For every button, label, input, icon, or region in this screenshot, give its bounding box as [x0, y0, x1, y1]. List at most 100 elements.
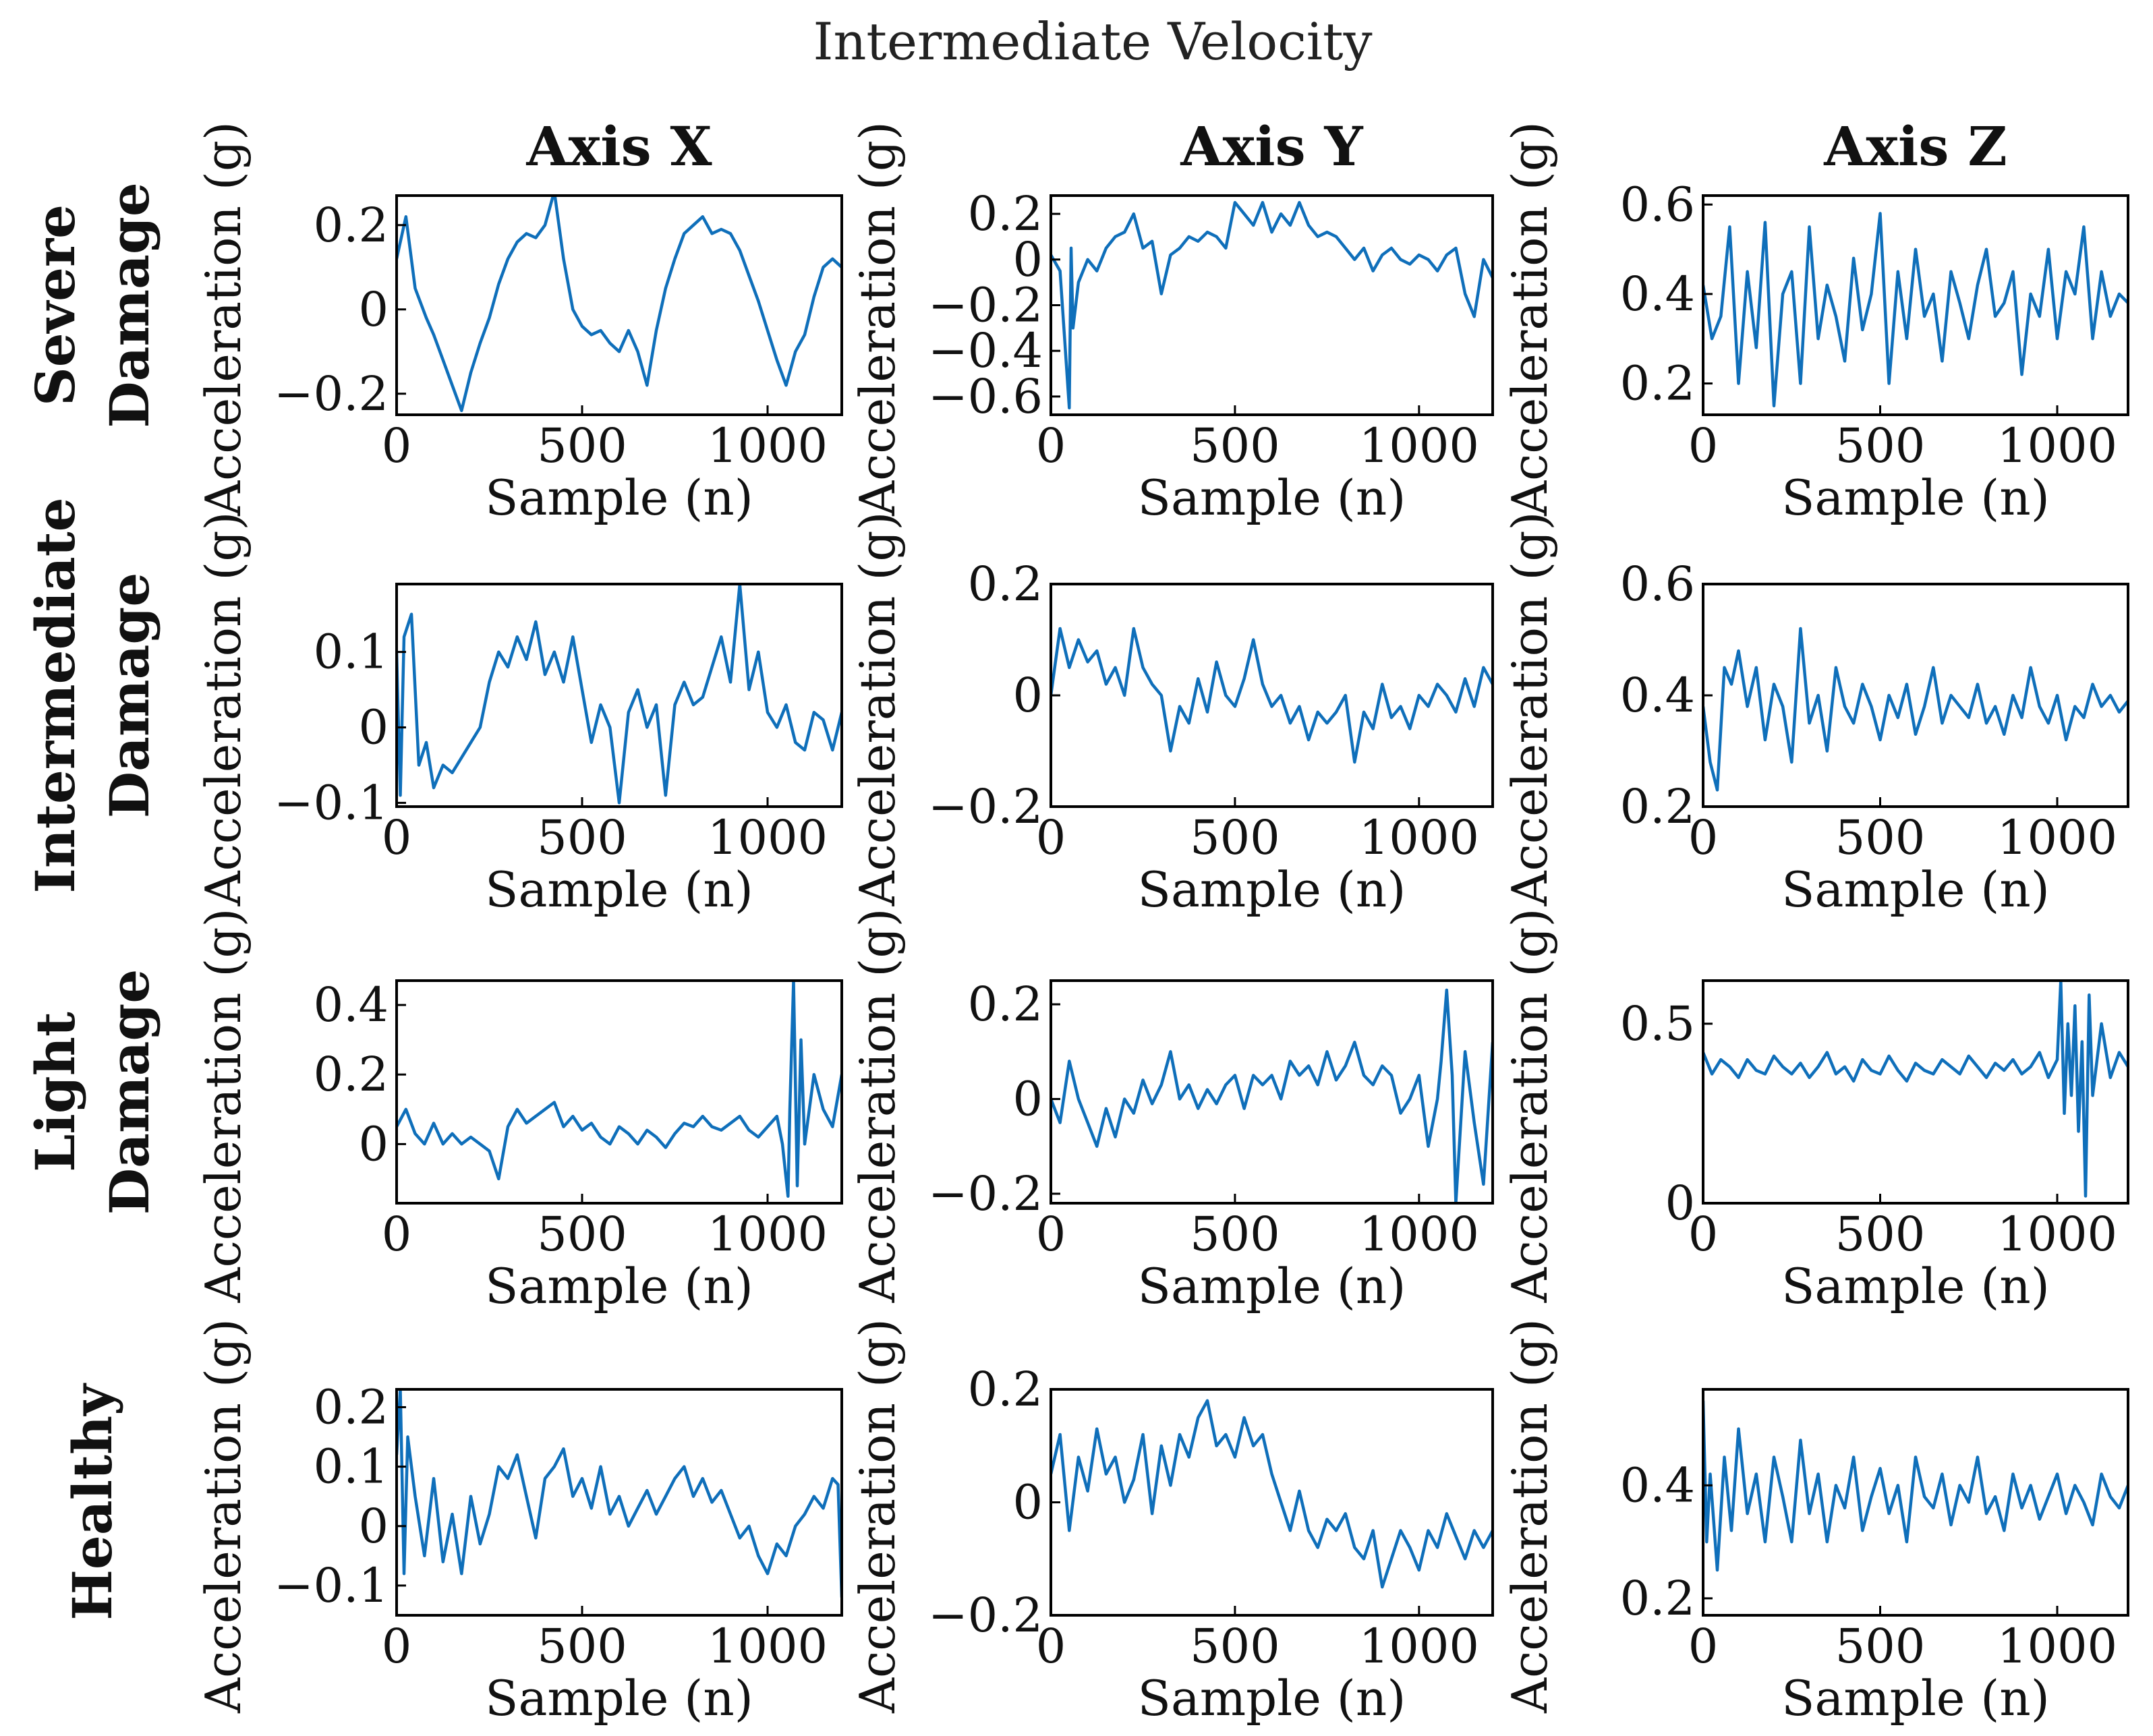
row-title-line: Intermediate: [24, 497, 87, 893]
y-tick-label: 0: [1665, 1176, 1695, 1231]
panel-0-2: 0 500 1000 0.2 0.4 0.6 Sample (n) Acceleration …: [1501, 121, 2129, 526]
x-tick-label: 500: [1190, 1207, 1280, 1262]
plot-frame: [1050, 979, 1494, 1205]
x-axis-label: Sample (n): [1781, 1670, 2050, 1727]
panel-2-0: 0 500 1000 0 0.2 0.4 Sample (n) Acceleration (g…: [195, 908, 843, 1314]
series-line: [397, 584, 842, 805]
x-tick-label: 500: [1835, 810, 1926, 865]
series-line: [1051, 988, 1493, 1203]
row-title: Light Damage: [24, 969, 161, 1215]
row-title-line: Severe: [24, 204, 87, 406]
x-tick-label: 500: [1835, 418, 1926, 473]
y-tick-label: −0.1: [274, 775, 389, 830]
x-tick-label: 1000: [1359, 810, 1479, 865]
y-axis-label: Acceleration (g): [1501, 121, 1558, 517]
x-axis-label: Sample (n): [485, 861, 753, 918]
x-tick-label: 0: [1036, 418, 1066, 473]
x-axis-label: Sample (n): [1138, 1670, 1406, 1727]
x-axis-label: Sample (n): [1781, 861, 2050, 918]
y-axis-label: Acceleration (g): [195, 1319, 252, 1714]
plot-frame: [395, 194, 843, 416]
column-titles: Axis X Axis Y Axis Z: [525, 115, 2007, 178]
series-line: [1051, 200, 1493, 410]
y-tick-label: 0.2: [968, 186, 1043, 241]
x-tick-label: 500: [537, 418, 627, 473]
series-line: [397, 981, 842, 1198]
x-tick-label: 500: [1835, 1207, 1926, 1262]
x-tick-label: 1000: [708, 1207, 828, 1262]
plot-frame: [1702, 979, 2129, 1205]
x-tick-label: 0: [382, 1207, 412, 1262]
y-axis-label: Acceleration (g): [849, 908, 906, 1303]
y-tick-label: −0.6: [928, 369, 1043, 424]
y-axis-label: Acceleration (g): [195, 511, 252, 906]
x-tick-label: 0: [382, 1619, 412, 1674]
x-tick-label: 0: [382, 810, 412, 865]
x-tick-label: 0: [1036, 1207, 1066, 1262]
series-line: [1051, 1399, 1493, 1589]
y-tick-label: 0: [1012, 1475, 1043, 1530]
x-tick-label: 1000: [1997, 1619, 2117, 1674]
y-axis-label: Acceleration (g): [1501, 1319, 1558, 1714]
y-tick-label: 0.1: [314, 1439, 389, 1495]
figure-title: Intermediate Velocity: [813, 11, 1372, 71]
plot-frame: [395, 1388, 843, 1617]
y-tick-label: −0.2: [928, 278, 1043, 333]
x-tick-label: 1000: [708, 1619, 828, 1674]
panel-2-2: 0 500 1000 0 0.5 Sample (n) Acceleration (g): [1501, 908, 2129, 1314]
x-tick-label: 1000: [708, 810, 828, 865]
panel-1-2: 0 500 1000 0.2 0.4 0.6 Sample (n) Acceleration …: [1501, 511, 2129, 918]
row-title-line: Damage: [98, 182, 161, 428]
row-titles: Severe Damage Intermediate Damage Light Damag…: [24, 182, 161, 1620]
row-title: Severe Damage: [24, 182, 161, 428]
x-tick-label: 1000: [1997, 1207, 2117, 1262]
y-tick-label: 0.2: [1620, 1571, 1695, 1626]
x-axis-label: Sample (n): [1781, 469, 2050, 526]
y-tick-label: 0.2: [1620, 356, 1695, 411]
y-axis-label: Acceleration (g): [849, 121, 906, 517]
series-line: [1703, 212, 2128, 407]
y-tick-label: 0.6: [1620, 177, 1695, 232]
y-axis-label: Acceleration (g): [195, 908, 252, 1303]
x-tick-label: 1000: [1359, 1619, 1479, 1674]
y-tick-label: −0.2: [274, 366, 389, 422]
series-line: [1051, 627, 1493, 764]
x-axis-label: Sample (n): [485, 1670, 753, 1727]
series-line: [1703, 627, 2128, 792]
x-tick-label: 500: [537, 810, 627, 865]
x-tick-label: 500: [1190, 1619, 1280, 1674]
plot-frame: [1702, 583, 2129, 808]
x-axis-label: Sample (n): [1138, 469, 1406, 526]
x-axis-label: Sample (n): [485, 469, 753, 526]
y-tick-label: 0.1: [314, 625, 389, 680]
y-tick-label: 0.2: [968, 1362, 1043, 1417]
y-tick-label: 0.6: [1620, 556, 1695, 612]
column-title: Axis X: [525, 115, 712, 178]
x-tick-label: 1000: [1359, 1207, 1479, 1262]
plot-frame: [1050, 1388, 1494, 1617]
y-tick-label: 0.4: [1620, 1457, 1695, 1513]
y-axis-label: Acceleration (g): [1501, 908, 1558, 1303]
y-tick-label: −0.4: [928, 323, 1043, 378]
y-tick-label: 0.4: [1620, 266, 1695, 322]
x-tick-label: 0: [1688, 1619, 1719, 1674]
y-tick-label: 0: [1012, 668, 1043, 723]
x-tick-label: 0: [1036, 1619, 1066, 1674]
y-tick-label: 0: [358, 1116, 389, 1171]
y-tick-label: 0.5: [1620, 996, 1695, 1051]
x-axis-label: Sample (n): [1138, 1258, 1406, 1314]
row-title-line: Light: [24, 1012, 87, 1172]
y-axis-label: Acceleration (g): [849, 1319, 906, 1714]
column-title: Axis Z: [1823, 115, 2007, 178]
row-title-line: Healthy: [61, 1383, 124, 1621]
plot-frame: [395, 583, 843, 808]
y-tick-label: −0.1: [274, 1558, 389, 1613]
y-tick-label: 0.2: [968, 556, 1043, 612]
series-line: [1703, 1400, 2128, 1572]
